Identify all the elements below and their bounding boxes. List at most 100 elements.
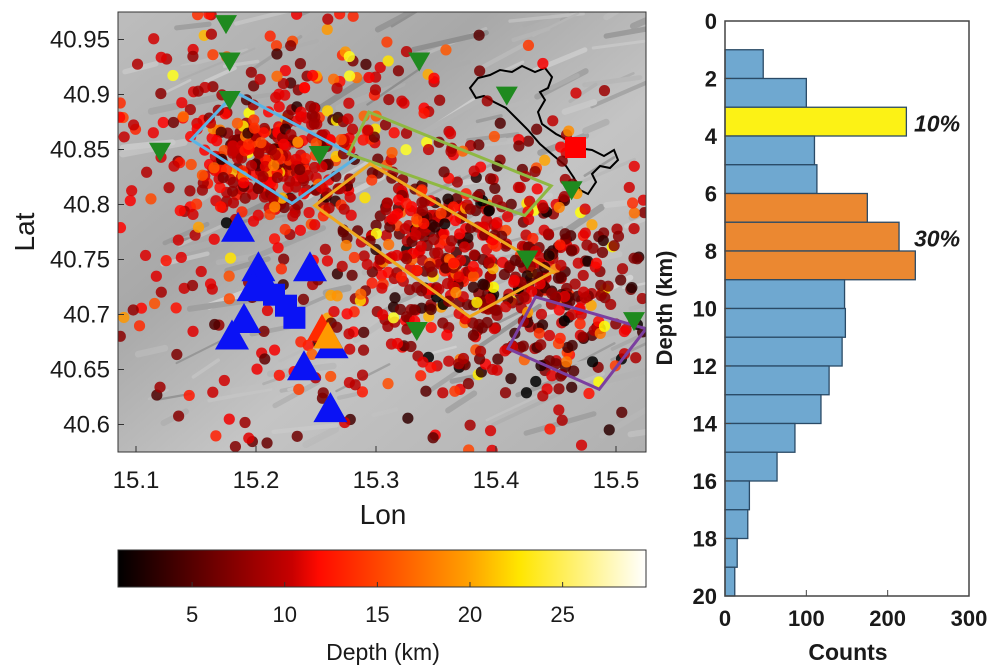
earthquake-point: [248, 114, 260, 126]
histogram-bar: [724, 509, 749, 540]
histogram-x-tick-label: 200: [869, 606, 906, 631]
map-y-tick-label: 40.95: [50, 27, 110, 54]
earthquake-point: [382, 55, 394, 67]
earthquake-point: [139, 249, 152, 262]
map-panel: 15.1 15.2 15.3 15.4 15.5 40.640.6540.740.754…: [9, 11, 647, 530]
earthquake-point: [346, 123, 359, 135]
relief-ridge: [371, 407, 399, 418]
station-green-triangle: [215, 15, 237, 35]
station-green-triangle: [218, 52, 241, 72]
inset-location-marker: [565, 137, 586, 158]
earthquake-point: [264, 30, 276, 42]
earthquake-point: [563, 125, 575, 137]
earthquake-point: [295, 106, 307, 118]
earthquake-point: [437, 387, 449, 399]
colorbar-label: Depth (km): [326, 639, 440, 665]
earthquake-point: [127, 119, 140, 131]
earthquake-point: [579, 203, 591, 215]
earthquake-point: [590, 257, 603, 269]
earthquake-point: [487, 281, 500, 293]
histogram-annotation: 30%: [914, 226, 960, 252]
earthquake-point: [380, 229, 392, 242]
earthquake-point: [546, 287, 558, 299]
map-y-tick-label: 40.7: [63, 302, 110, 329]
earthquake-point: [341, 308, 353, 320]
earthquake-point: [268, 233, 281, 245]
earthquake-point: [543, 329, 556, 342]
earthquake-point: [626, 281, 638, 294]
earthquake-point: [628, 207, 640, 219]
histogram-bars: [724, 49, 916, 597]
fault-boxes: [188, 90, 646, 392]
relief-ridge: [597, 367, 646, 386]
earthquake-point: [366, 277, 378, 289]
earthquake-point: [489, 182, 501, 195]
earthquake-point: [157, 116, 169, 129]
earthquake-point: [238, 177, 250, 189]
earthquake-point: [381, 36, 393, 48]
histogram-bar: [724, 422, 796, 453]
earthquake-point: [439, 218, 451, 230]
earthquake-point: [435, 207, 447, 220]
earthquake-point: [553, 201, 565, 214]
earthquake-point: [220, 217, 233, 229]
earthquake-point: [294, 224, 306, 236]
earthquake-point: [343, 50, 355, 63]
earthquake-point: [577, 269, 589, 282]
earthquake-point: [443, 355, 455, 367]
earthquake-point: [386, 147, 398, 159]
earthquake-point: [271, 70, 283, 82]
map-x-tick-label: 15.1: [113, 467, 160, 494]
earthquake-point: [425, 321, 437, 334]
earthquake-point: [126, 185, 138, 197]
earthquake-point: [268, 344, 281, 356]
relief-ridge: [627, 429, 646, 438]
relief-ridge: [179, 47, 256, 81]
earthquake-point: [453, 358, 465, 370]
relief-ridge: [582, 75, 643, 88]
earthquake-point: [325, 370, 337, 383]
earthquake-point: [623, 181, 635, 194]
earthquake-point: [637, 194, 646, 206]
earthquake-point: [484, 293, 496, 305]
histogram-bar: [724, 394, 822, 425]
map-x-ticks: 15.1 15.2 15.3 15.4 15.5: [113, 446, 639, 494]
colorbar-tick-label: 5: [186, 602, 198, 627]
relief-ridge: [489, 99, 530, 114]
earthquake-point: [186, 279, 199, 292]
earthquake-point: [531, 123, 543, 135]
earthquake-point: [415, 370, 427, 382]
earthquake-point: [285, 40, 297, 52]
relief-ridge: [207, 387, 273, 403]
earthquake-point: [554, 239, 566, 251]
earthquake-point: [509, 254, 522, 267]
earthquake-point: [483, 257, 495, 269]
relief-ridge: [491, 391, 562, 427]
earthquake-point: [400, 127, 413, 139]
earthquake-point: [628, 223, 640, 235]
earthquake-point: [355, 288, 367, 300]
earthquake-point: [118, 131, 130, 143]
map-y-tick-label: 40.9: [63, 82, 110, 109]
earthquake-point: [440, 44, 452, 56]
earthquake-point: [445, 235, 458, 247]
earthquake-point: [442, 193, 454, 205]
station-green-triangle: [516, 250, 539, 270]
earthquake-point: [544, 423, 556, 435]
earthquake-point: [595, 289, 607, 302]
earthquake-point: [322, 13, 334, 25]
relief-ridge: [374, 12, 418, 33]
relief-ridge: [628, 302, 646, 311]
earthquake-point: [214, 181, 226, 194]
earthquake-point: [248, 122, 261, 134]
earthquake-point: [524, 195, 536, 207]
earthquake-point: [471, 296, 483, 309]
earthquake-point: [499, 387, 512, 399]
histogram-x-ticks: 0 100 200 300: [719, 590, 987, 631]
relief-ridge: [191, 358, 220, 379]
map-y-tick-label: 40.85: [50, 137, 110, 164]
histogram-y-tick-label: 12: [693, 354, 717, 379]
earthquake-point: [474, 65, 486, 77]
earthquake-point: [227, 197, 240, 209]
earthquake-point: [348, 251, 360, 264]
